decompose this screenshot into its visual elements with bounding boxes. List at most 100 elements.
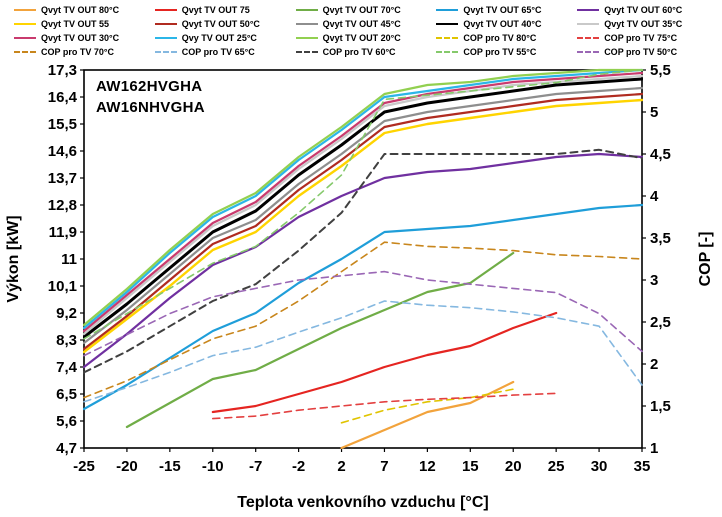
y-left-tick-label: 11 — [61, 251, 77, 268]
y-right-tick-label: 1,5 — [650, 398, 671, 415]
legend-item-label: Qvyt TV OUT 45°C — [322, 19, 401, 29]
x-tick-label: 35 — [634, 458, 651, 475]
series-line — [83, 71, 643, 333]
legend-item: Qvyt TV OUT 65°C — [436, 3, 573, 17]
legend-item: Qvyt TV OUT 60°C — [577, 3, 714, 17]
legend-swatch-line — [14, 51, 36, 53]
legend-swatch-line — [577, 23, 600, 25]
legend-swatch-line — [154, 23, 177, 25]
y-left-tick-label: 13,7 — [48, 170, 77, 187]
legend-item-label: COP pro TV 80°C — [463, 33, 537, 43]
legend-item: COP pro TV 75°C — [577, 31, 714, 45]
y-left-tick-label: 4,7 — [56, 440, 77, 457]
x-tick-label: 12 — [419, 458, 436, 475]
legend-item-label: Qvyt TV OUT 50°C — [181, 19, 260, 29]
legend-item: Qvyt TV OUT 20°C — [295, 31, 433, 45]
legend-swatch-line — [154, 37, 177, 39]
legend-item: Qvyt TV OUT 45°C — [295, 17, 433, 31]
legend-item: COP pro TV 50°C — [577, 45, 714, 59]
x-tick-label: -25 — [73, 458, 95, 475]
legend-item: COP pro TV 55°C — [436, 45, 573, 59]
legend-item: Qvyt TV OUT 30°C — [14, 31, 151, 45]
legend-item-label: Qvyt TV OUT 30°C — [41, 33, 120, 43]
legend-item-label: Qvyt TV OUT 40°C — [463, 19, 542, 29]
legend-item-label: Qvyt TV OUT 80°C — [41, 5, 120, 15]
series-line — [83, 92, 643, 351]
x-tick-label: -2 — [292, 458, 305, 475]
legend-item: Qvyt TV OUT 70°C — [295, 3, 433, 17]
legend-item-label: COP pro TV 60°C — [322, 47, 396, 57]
y-left-tick-label: 6,5 — [56, 386, 77, 403]
legend-swatch-line — [154, 9, 177, 11]
legend-item-label: COP pro TV 70°C — [41, 47, 114, 57]
x-tick-label: 30 — [591, 458, 608, 475]
x-axis-title: Teplota venkovního vzduchu [°C] — [237, 494, 488, 511]
y-left-tick-label: 8,3 — [56, 332, 77, 349]
legend-swatch-line — [14, 23, 36, 25]
y-right-tick-label: 5 — [650, 104, 658, 121]
legend-item: Qvyt TV OUT 80°C — [14, 3, 151, 17]
legend-item-label: Qvyt TV OUT 70°C — [322, 5, 401, 15]
legend-item-label: Qvyt TV OUT 35°C — [604, 19, 683, 29]
series-line — [83, 241, 643, 399]
legend-item-label: Qvyt TV OUT 60°C — [604, 5, 683, 15]
y-left-tick-label: 15,5 — [48, 116, 77, 133]
x-tick-label: -10 — [202, 458, 224, 475]
legend-item: Qvyt TV OUT 35°C — [577, 17, 714, 31]
legend-swatch-line — [436, 23, 459, 25]
x-tick-label: 25 — [548, 458, 565, 475]
legend-swatch-line — [436, 37, 459, 39]
series-line — [83, 98, 643, 354]
legend-swatch-line — [436, 51, 459, 53]
legend-swatch-line — [14, 37, 36, 39]
legend-swatch-line — [14, 9, 36, 11]
series-group — [83, 68, 643, 450]
legend-swatch-line — [295, 23, 318, 25]
legend-item-label: COP pro TV 50°C — [604, 47, 678, 57]
x-tick-label: -7 — [249, 458, 262, 475]
y-left-tick-label: 11,9 — [49, 224, 77, 241]
legend-item: COP pro TV 70°C — [14, 45, 151, 59]
legend-item-label: Qvy TV OUT 25°C — [181, 33, 257, 43]
legend-swatch-line — [295, 37, 318, 39]
series-line — [83, 152, 643, 369]
x-tick-label: 20 — [505, 458, 522, 475]
y-left-tick-label: 10,1 — [48, 278, 77, 295]
model-title-line1: AW162HVGHA — [96, 78, 203, 95]
y-right-tick-label: 4,5 — [650, 146, 671, 163]
y-right-tick-label: 3,5 — [650, 230, 671, 247]
chart-canvas: 4,7 5,6 6,5 7,4 8,3 9,2 10,1 11 11,9 12,8 13,7 14,6… — [5, 62, 714, 511]
x-tick-label: 7 — [380, 458, 388, 475]
series-line — [83, 77, 643, 339]
series-line — [83, 86, 643, 345]
legend-swatch-line — [577, 37, 600, 39]
legend-item-label: COP pro TV 55°C — [463, 47, 537, 57]
legend-swatch-line — [577, 51, 600, 53]
legend-item: COP pro TV 60°C — [295, 45, 433, 59]
legend-swatch-line — [295, 9, 318, 11]
series-line — [125, 251, 515, 429]
y-left-tick-label: 9,2 — [56, 305, 77, 322]
legend-item: Qvyt TV OUT 40°C — [436, 17, 573, 31]
series-line — [340, 380, 515, 450]
legend-item: Qvyt TV OUT 75 — [154, 3, 292, 17]
y-axis-title-right: COP [-] — [697, 232, 714, 287]
legend-item-label: Qvyt TV OUT 20°C — [322, 33, 401, 43]
y-right-tick-label: 3 — [650, 272, 658, 289]
series-line — [340, 388, 515, 424]
x-tick-label: 2 — [337, 458, 345, 475]
legend-item-label: COP pro TV 65°C — [181, 47, 255, 57]
y-right-tick-label: 2 — [650, 356, 658, 373]
x-tick-label: -20 — [116, 458, 138, 475]
legend-item: COP pro TV 80°C — [436, 31, 573, 45]
x-tick-label: 15 — [462, 458, 479, 475]
series-line — [83, 270, 643, 357]
series-line — [211, 311, 558, 414]
legend-swatch-line — [154, 51, 177, 53]
chart-model-title: AW162HVGHA AW16NHVGHA — [96, 76, 205, 118]
y-left-tick-label: 16,4 — [48, 89, 78, 106]
y-right-tick-label: 4 — [650, 188, 659, 205]
y-right-tick-label: 5,5 — [650, 62, 671, 79]
legend-item: Qvyt TV OUT 55 — [14, 17, 151, 31]
